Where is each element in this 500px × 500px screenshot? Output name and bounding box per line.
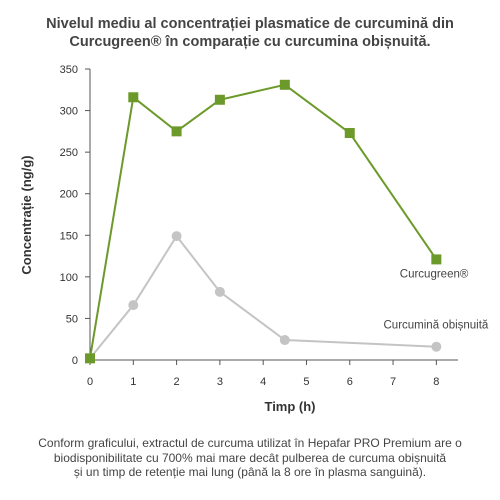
y-tick-label: 250 xyxy=(60,147,78,159)
series-curcugreen: Curcugreen® xyxy=(85,79,469,364)
y-tick-label: 150 xyxy=(60,230,78,242)
footnote-line-3: și un timp de retenție mai lung (până la… xyxy=(73,465,427,479)
x-tick-label: 8 xyxy=(433,376,439,388)
data-point xyxy=(128,92,139,103)
chart-title-line-1: Nivelul mediu al concentrației plasmatic… xyxy=(46,16,454,32)
chart-title: Nivelul mediu al concentrației plasmatic… xyxy=(0,15,500,51)
x-tick-label: 2 xyxy=(174,376,180,388)
series-layer: Curcumină obișnuită Curcugreen® xyxy=(85,79,489,364)
footnote-line-2: biodisponibilitate cu 700% mai mare decâ… xyxy=(53,450,447,465)
x-tick-label: 4 xyxy=(260,376,266,388)
footnote: Conform graficului, extractul de curcuma… xyxy=(0,436,500,480)
data-point xyxy=(214,286,225,297)
series-curcumina-obisnuita: Curcumină obișnuită xyxy=(85,231,489,364)
x-tick-label: 5 xyxy=(303,376,309,388)
data-point xyxy=(171,231,182,242)
x-tick-label: 6 xyxy=(347,376,353,388)
y-tick-label: 100 xyxy=(60,272,78,284)
series-line xyxy=(89,234,437,359)
data-point xyxy=(279,79,290,90)
series-label: Curcugreen® xyxy=(400,268,469,280)
y-tick-label: 0 xyxy=(72,355,78,367)
x-tick-label: 1 xyxy=(130,376,136,388)
y-axis-label: Concentrație (ng/g) xyxy=(19,155,34,274)
x-tick-label: 7 xyxy=(390,376,396,388)
y-tick-label: 350 xyxy=(60,64,78,76)
x-tick-label: 0 xyxy=(87,376,93,388)
data-point xyxy=(431,254,442,265)
x-axis-label: Timp (h) xyxy=(264,399,315,414)
x-tick-label: 3 xyxy=(217,376,223,388)
data-point xyxy=(344,128,355,139)
axes: 0 50 100 150 200 250 300 350 0 1 2 3 4 5 6 7 8 xyxy=(60,64,458,388)
data-point xyxy=(85,353,95,364)
series-line xyxy=(89,83,438,359)
y-tick-label: 200 xyxy=(60,189,78,201)
chart-title-line-2: Curcugreen® în comparație cu curcumina o… xyxy=(69,34,431,50)
data-point xyxy=(279,335,290,346)
data-point xyxy=(214,94,225,105)
y-tick-label: 300 xyxy=(60,106,78,118)
y-tick-label: 50 xyxy=(66,313,78,325)
data-point xyxy=(171,126,182,137)
footnote-line-1: Conform graficului, extractul de curcuma… xyxy=(38,436,462,450)
series-label: Curcumină obișnuită xyxy=(384,320,489,332)
data-point xyxy=(128,300,139,311)
data-point xyxy=(431,341,442,352)
